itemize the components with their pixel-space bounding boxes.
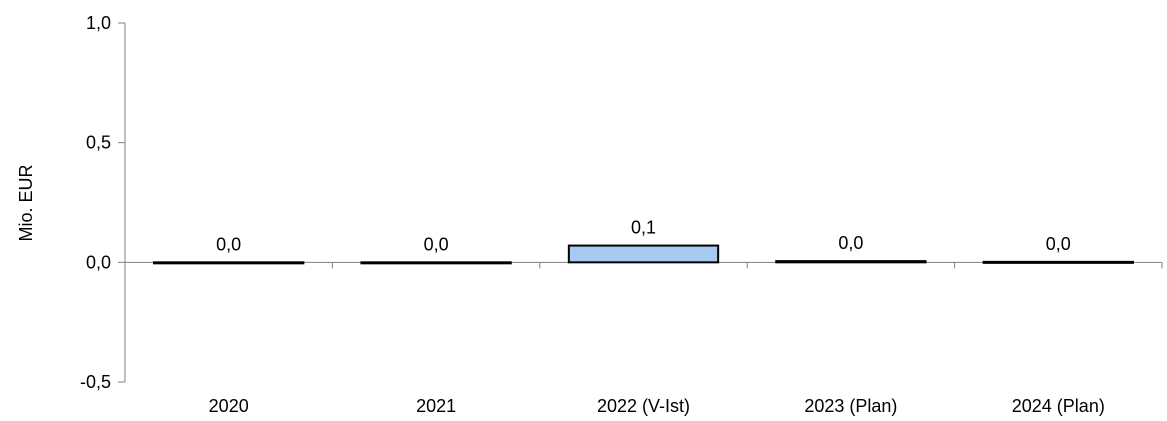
y-tick-label: 0,5 xyxy=(86,133,111,153)
bar-2022-v-ist xyxy=(567,244,720,264)
data-label: 0,0 xyxy=(216,234,241,254)
y-tick-label: 1,0 xyxy=(86,13,111,33)
bar-2023-plan xyxy=(775,260,927,264)
x-category-label: 2023 (Plan) xyxy=(804,396,897,416)
x-category-label: 2024 (Plan) xyxy=(1012,396,1105,416)
data-label: 0,1 xyxy=(631,218,656,238)
y-tick-label: 0,0 xyxy=(86,252,111,272)
bar-2021 xyxy=(360,261,512,265)
bar-2020 xyxy=(153,261,305,265)
y-axis-title: Mio. EUR xyxy=(16,164,36,241)
data-label: 0,0 xyxy=(1046,234,1071,254)
bar-2024-plan xyxy=(982,260,1134,264)
y-tick-label: -0,5 xyxy=(80,372,111,392)
x-category-label: 2021 xyxy=(416,396,456,416)
data-label: 0,0 xyxy=(838,233,863,253)
x-category-label: 2022 (V-Ist) xyxy=(597,396,690,416)
data-label: 0,0 xyxy=(424,234,449,254)
plot-area: 1,0 0,5 0,0 -0,5 0,0 2020 0,0 2021 0,1 2022 (V-Is… xyxy=(80,13,1163,416)
x-category-label: 2020 xyxy=(209,396,249,416)
